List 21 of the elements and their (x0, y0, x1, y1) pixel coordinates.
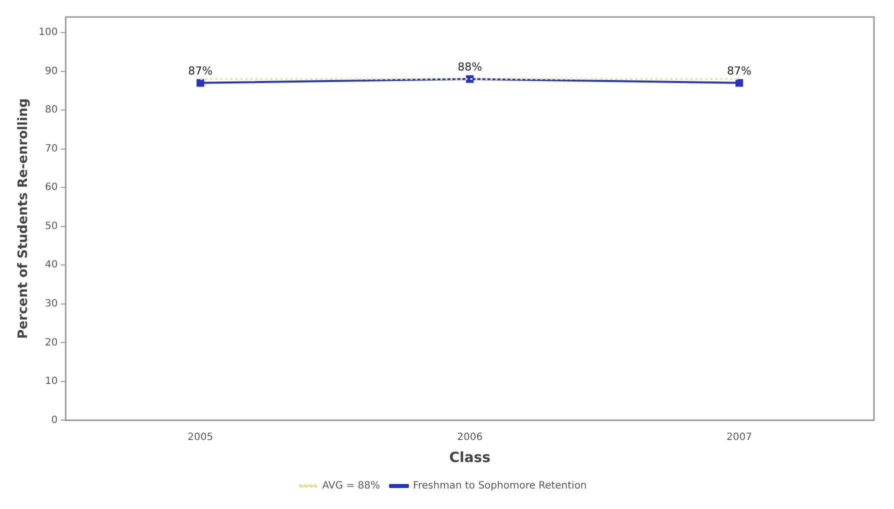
x-tick-label: 2005 (188, 432, 214, 443)
y-tick-label: 50 (44, 220, 58, 232)
y-tick-label: 40 (44, 260, 58, 271)
x-axis-title: Class (449, 450, 490, 466)
data-label: 88% (458, 60, 482, 74)
y-tick-label: 20 (44, 337, 58, 348)
y-tick-label: 70 (44, 143, 58, 154)
y-tick-label: 30 (44, 298, 58, 310)
y-tick-label: 90 (44, 66, 58, 77)
x-tick-label: 2006 (457, 432, 483, 443)
y-axis-title: Percent of Students Re-enrolling (16, 98, 32, 339)
y-tick-label: 60 (44, 182, 58, 194)
y-tick-label: 10 (44, 376, 58, 388)
y-tick-label: 0 (51, 414, 58, 426)
x-tick-label: 2007 (726, 432, 752, 443)
legend-label: Freshman to Sophomore Retention (412, 480, 587, 492)
y-tick-label: 100 (38, 27, 58, 38)
legend-label: AVG = 88% (322, 480, 380, 492)
data-label: 87% (727, 64, 752, 78)
data-label: 87% (188, 64, 213, 78)
y-tick-label: 80 (44, 104, 58, 116)
